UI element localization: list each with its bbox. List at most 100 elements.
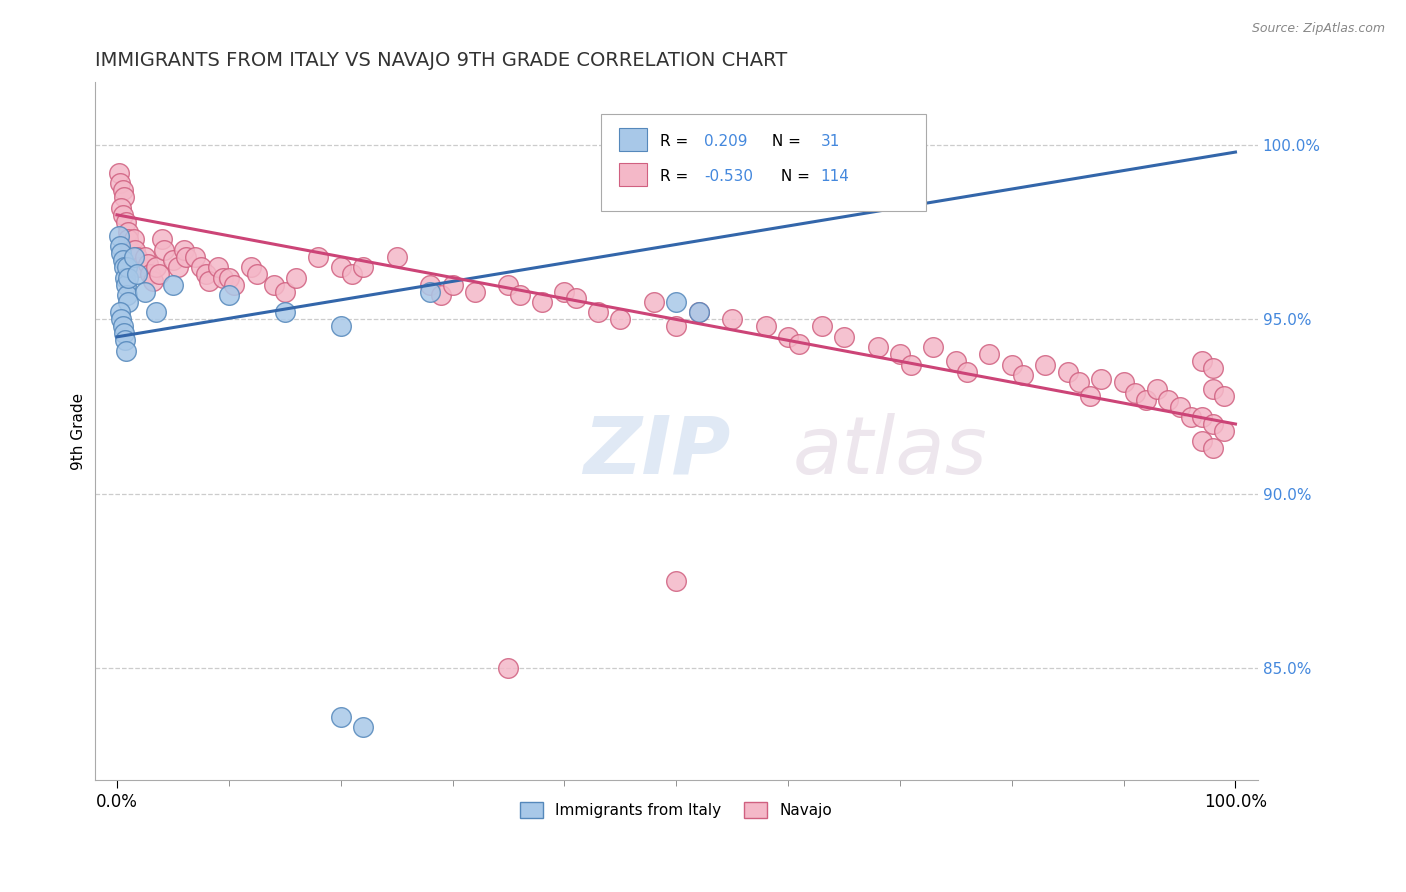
Point [1056, 365, 1078, 379]
Point [755, 319, 778, 334]
Point [1067, 375, 1090, 389]
Point [352, 720, 374, 734]
Point [112, 190, 135, 204]
Point [122, 250, 145, 264]
Point [110, 312, 132, 326]
Point [498, 661, 520, 675]
Point [263, 277, 285, 292]
Point [665, 574, 688, 588]
Legend: Immigrants from Italy, Navajo: Immigrants from Italy, Navajo [515, 796, 838, 824]
Point [1033, 358, 1056, 372]
Point [329, 260, 352, 274]
Point [509, 288, 531, 302]
Point [108, 228, 131, 243]
Point [1202, 442, 1225, 456]
Point [721, 312, 744, 326]
Point [148, 267, 170, 281]
Point [340, 267, 363, 281]
Point [115, 277, 138, 292]
Text: 31: 31 [821, 134, 839, 149]
Point [112, 260, 135, 274]
Point [162, 277, 184, 292]
Point [110, 305, 132, 319]
Point [115, 215, 138, 229]
Point [111, 319, 134, 334]
Point [1191, 354, 1213, 368]
Point [274, 285, 297, 299]
Point [153, 243, 176, 257]
Point [111, 253, 134, 268]
Point [665, 295, 688, 310]
Point [110, 201, 132, 215]
Point [900, 358, 922, 372]
Point [787, 336, 810, 351]
Point [115, 288, 138, 302]
Point [441, 277, 464, 292]
Point [124, 243, 146, 257]
FancyBboxPatch shape [619, 128, 647, 151]
Point [125, 267, 148, 281]
Text: N =: N = [776, 169, 815, 184]
Point [115, 343, 138, 358]
Point [1191, 410, 1213, 425]
Point [145, 305, 167, 319]
Text: R =: R = [659, 134, 693, 149]
Point [498, 277, 520, 292]
Point [120, 243, 142, 257]
Point [117, 295, 139, 310]
Point [115, 260, 138, 274]
Point [553, 285, 575, 299]
Point [197, 274, 219, 288]
Point [136, 257, 159, 271]
Point [776, 330, 799, 344]
Point [530, 295, 553, 310]
FancyBboxPatch shape [600, 113, 927, 211]
Point [110, 239, 132, 253]
Point [117, 232, 139, 246]
Point [329, 710, 352, 724]
Point [173, 243, 195, 257]
Text: 114: 114 [821, 169, 849, 184]
Point [1078, 389, 1101, 403]
Point [979, 347, 1001, 361]
Point [139, 267, 162, 281]
Point [212, 270, 235, 285]
Y-axis label: 9th Grade: 9th Grade [72, 392, 86, 469]
Point [832, 330, 855, 344]
Point [184, 250, 207, 264]
Point [1012, 368, 1035, 383]
Point [240, 260, 263, 274]
Point [111, 208, 134, 222]
Point [207, 260, 229, 274]
Point [195, 267, 218, 281]
Point [419, 277, 441, 292]
Point [162, 253, 184, 268]
Point [430, 288, 453, 302]
Point [1001, 358, 1024, 372]
Point [284, 270, 307, 285]
Point [110, 177, 132, 191]
Point [218, 288, 240, 302]
Point [1146, 382, 1168, 396]
Point [385, 250, 408, 264]
Point [1168, 400, 1191, 414]
Point [110, 246, 132, 260]
Point [117, 270, 139, 285]
Point [134, 285, 156, 299]
Point [464, 285, 486, 299]
Point [1090, 372, 1112, 386]
Point [134, 250, 156, 264]
Point [329, 319, 352, 334]
Point [108, 166, 131, 180]
Point [922, 340, 945, 354]
Point [866, 340, 889, 354]
Point [111, 183, 134, 197]
Point [112, 326, 135, 341]
Point [224, 277, 246, 292]
Point [564, 292, 586, 306]
Point [1123, 385, 1146, 400]
Point [125, 250, 148, 264]
Point [1135, 392, 1157, 407]
Point [114, 270, 136, 285]
Point [174, 250, 197, 264]
